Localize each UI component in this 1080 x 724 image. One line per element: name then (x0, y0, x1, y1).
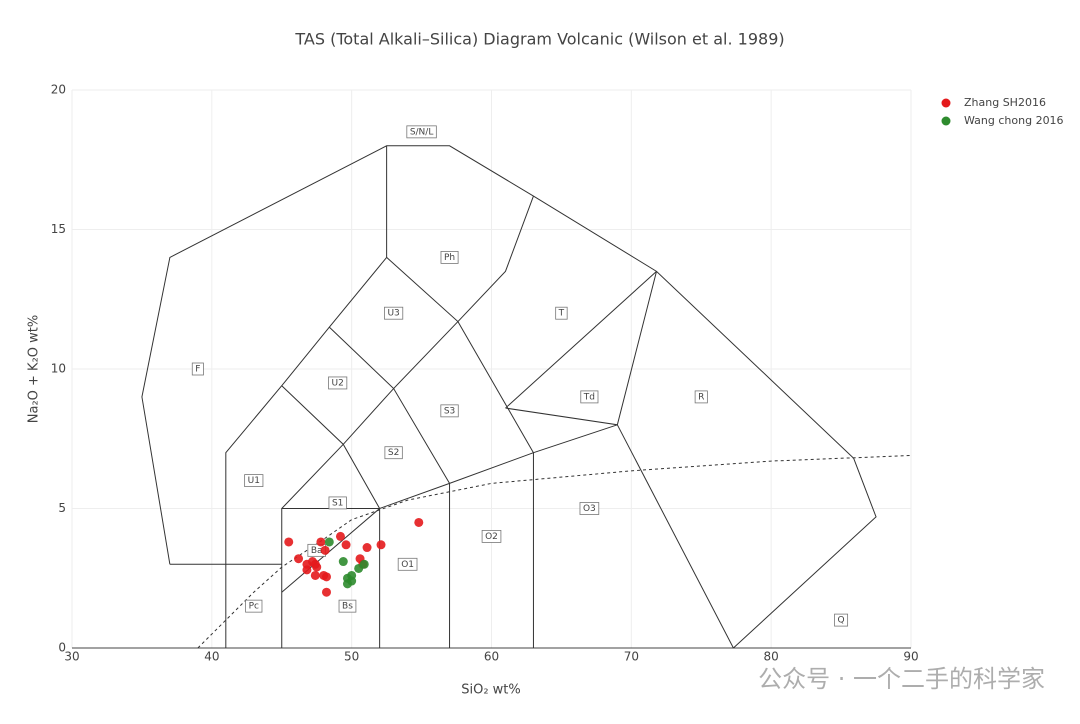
field-label-box (834, 613, 849, 627)
point (284, 537, 294, 547)
field-label-box (481, 530, 502, 543)
field-boundary (457, 321, 534, 453)
field-label-box (191, 362, 204, 376)
legend-label: Wang chong 2016 (964, 114, 1064, 127)
field-label: U2 (332, 378, 344, 388)
point (294, 554, 304, 564)
point (310, 559, 320, 569)
field-label: O2 (485, 532, 498, 542)
field-boundary (281, 321, 459, 509)
field-boundary (141, 145, 877, 649)
field-label: O3 (583, 504, 596, 514)
point (335, 531, 345, 541)
y-tick-label: 5 (58, 501, 66, 515)
point (414, 517, 424, 527)
field-label: O1 (401, 560, 414, 570)
field-label-box (384, 446, 403, 460)
field-boundary (225, 145, 388, 648)
watermark: 公众号 · 一个二手的科学家 (758, 665, 1045, 693)
legend-label: Zhang SH2016 (964, 96, 1046, 109)
field-label: Td (583, 392, 595, 402)
chart-title: TAS (Total Alkali–Silica) Diagram Volcan… (294, 30, 784, 49)
point (302, 565, 312, 575)
field-boundary (505, 270, 657, 409)
y-axis-title: Na₂O + K₂O wt% (27, 315, 42, 423)
point (321, 572, 331, 582)
field-label-box (579, 502, 600, 515)
point (376, 540, 386, 550)
field-boundary (281, 385, 381, 509)
field-label: Pc (249, 602, 259, 612)
field-label: Q (838, 616, 845, 626)
field-label: U1 (248, 476, 260, 486)
legend-marker (941, 116, 951, 126)
point (321, 587, 331, 597)
point (324, 537, 334, 547)
field-label: S3 (444, 406, 455, 416)
x-tick-label: 80 (764, 650, 779, 664)
point (310, 570, 320, 580)
field-label: S/N/L (410, 127, 434, 137)
field-label: U3 (387, 309, 399, 319)
field-label: F (195, 365, 200, 375)
point (316, 537, 326, 547)
field-label-box (440, 404, 459, 418)
point (338, 557, 348, 567)
field-label: Ba (311, 546, 323, 556)
x-tick-label: 50 (344, 650, 359, 664)
y-tick-label: 10 (51, 362, 66, 376)
field-label: S1 (332, 498, 343, 508)
field-label-box (555, 306, 568, 320)
point (362, 543, 372, 553)
field-boundary (328, 326, 450, 484)
y-tick-label: 0 (58, 641, 66, 655)
field-label-box (338, 599, 357, 613)
legend-marker (941, 98, 951, 108)
point (341, 540, 351, 550)
field-label: Bs (342, 602, 353, 612)
field-label: S2 (388, 448, 399, 458)
field-label-box (406, 125, 437, 139)
field-label: Ph (444, 253, 455, 263)
x-tick-label: 40 (204, 650, 219, 664)
x-tick-label: 70 (624, 650, 639, 664)
field-label-box (440, 250, 459, 264)
field-label-box (397, 557, 418, 571)
field-label-box (580, 390, 599, 404)
field-label-box (328, 496, 347, 510)
field-label-box (244, 474, 264, 488)
field-label: T (558, 309, 565, 319)
point (347, 570, 357, 580)
x-tick-label: 30 (64, 650, 79, 664)
x-tick-label: 60 (484, 650, 499, 664)
point (359, 559, 369, 569)
x-tick-label: 90 (903, 650, 918, 664)
field-label-box (328, 376, 348, 390)
field-label-box (694, 390, 708, 404)
field-label: R (698, 392, 704, 402)
x-axis-title: SiO₂ wt% (461, 683, 521, 698)
y-tick-label: 15 (51, 222, 66, 236)
field-label-box (245, 599, 263, 613)
point (320, 545, 330, 555)
field-boundary (386, 195, 534, 323)
field-boundary (616, 424, 734, 649)
y-tick-label: 20 (51, 83, 66, 97)
field-label-box (384, 306, 404, 320)
